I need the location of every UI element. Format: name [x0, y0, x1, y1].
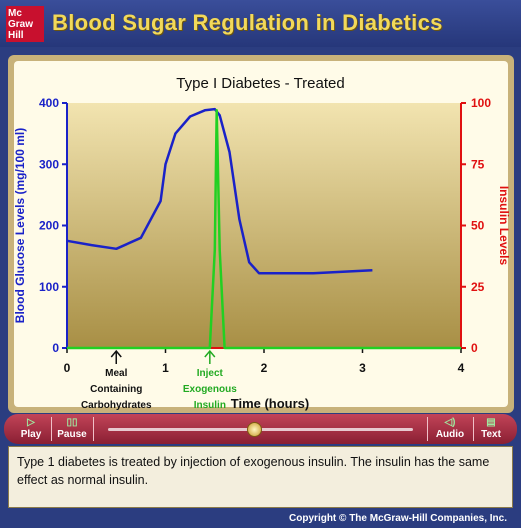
app-title: Blood Sugar Regulation in Diabetics: [52, 10, 443, 35]
meal-annotation-arrowhead: [110, 349, 122, 358]
separator: [427, 417, 428, 441]
insulin-annotation-text: Exogenous: [183, 384, 237, 395]
x-tick-label: 1: [162, 361, 169, 375]
separator: [93, 417, 94, 441]
separator: [51, 417, 52, 441]
x-tick-label: 0: [64, 361, 71, 375]
play-button[interactable]: ▷ Play: [14, 417, 48, 443]
copyright: Copyright © The McGraw-Hill Companies, I…: [289, 513, 507, 524]
y-right-axis-label: Insulin Levels: [497, 186, 511, 266]
y-left-tick-label: 0: [52, 341, 59, 355]
y-left-tick-label: 100: [39, 280, 59, 294]
audio-button[interactable]: ◁) Audio: [431, 417, 469, 443]
glucose-curve: [66, 107, 373, 275]
chart-title: Type I Diabetes - Treated: [176, 75, 345, 92]
y-left-axis-label: Blood Glucose Levels (mg/100 ml): [13, 128, 27, 323]
pause-label: Pause: [57, 429, 87, 440]
play-label: Play: [20, 429, 42, 440]
x-tick-label: 2: [261, 361, 268, 375]
progress-knob[interactable]: [247, 422, 263, 437]
insulin-annotation-text: Inject: [197, 368, 224, 379]
text-icon: ▤: [486, 417, 496, 428]
logo-line-1: Mc: [8, 8, 22, 19]
text-label: Text: [481, 429, 501, 440]
play-icon: ▷: [27, 417, 35, 428]
y-right-tick-label: 100: [471, 96, 491, 110]
insulin-annotation-text: Insulin: [194, 400, 226, 411]
speaker-icon: ◁): [444, 417, 456, 428]
insulin-annotation-arrowhead: [204, 349, 216, 358]
meal-annotation-text: Containing: [90, 384, 142, 395]
y-left-tick-label: 400: [39, 96, 59, 110]
description-text: Type 1 diabetes is treated by injection …: [8, 446, 513, 508]
header-bar: Mc Graw Hill Blood Sugar Regulation in D…: [0, 0, 521, 47]
audio-label: Audio: [435, 429, 465, 440]
plot-area: [67, 103, 461, 348]
logo-line-3: Hill: [8, 30, 24, 41]
insulin-curve: [67, 109, 461, 350]
logo-line-2: Graw: [8, 19, 34, 30]
mcgraw-hill-logo: Mc Graw Hill: [6, 6, 44, 42]
y-right-tick-label: 50: [471, 219, 485, 233]
pause-button[interactable]: ▯▯ Pause: [54, 417, 90, 443]
y-right-tick-label: 75: [471, 157, 485, 171]
y-left-tick-label: 300: [39, 157, 59, 171]
y-left-tick-label: 200: [39, 219, 59, 233]
x-axis-label: Time (hours): [231, 396, 310, 411]
separator: [473, 417, 474, 441]
meal-annotation-text: Carbohydrates: [81, 400, 152, 411]
y-right-tick-label: 0: [471, 341, 478, 355]
meal-annotation-text: Meal: [105, 368, 127, 379]
text-button[interactable]: ▤ Text: [476, 417, 506, 443]
y-right-tick-label: 25: [471, 280, 485, 294]
x-tick-label: 3: [359, 361, 366, 375]
pause-icon: ▯▯: [66, 417, 78, 428]
x-tick-label: 4: [458, 361, 465, 375]
